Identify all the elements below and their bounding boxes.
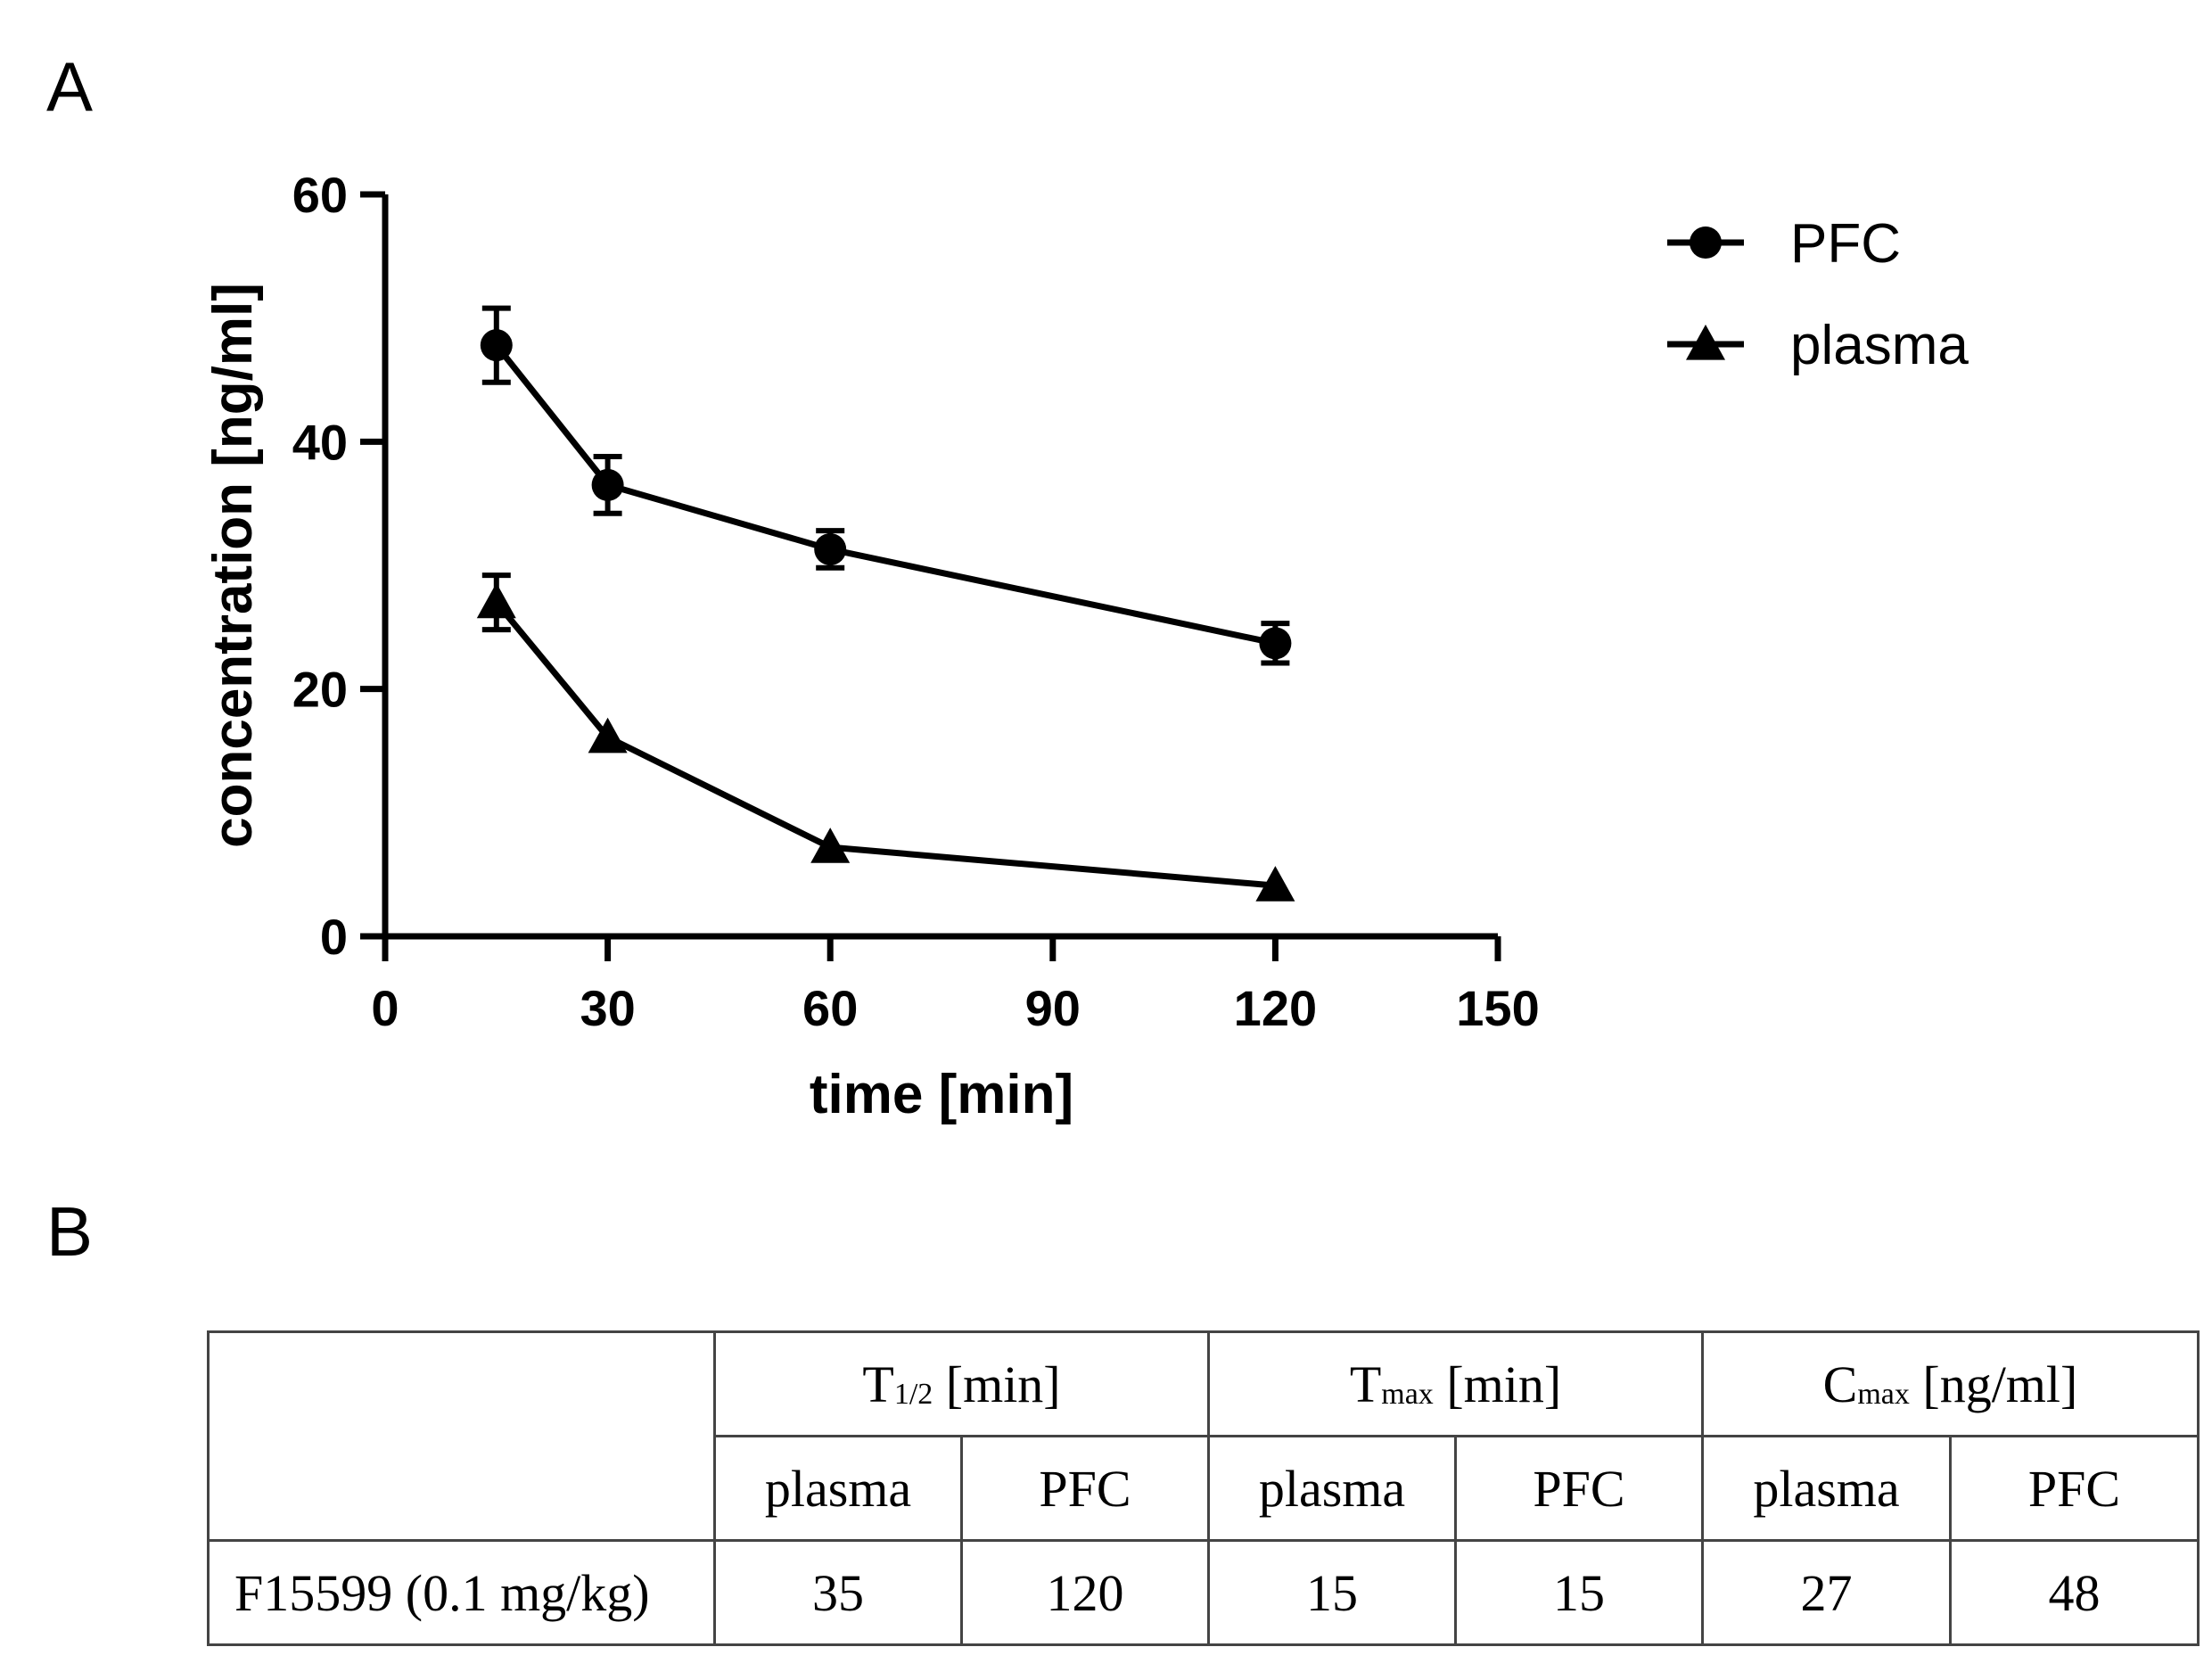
legend-marker-PFC [1690, 226, 1722, 259]
series-plasma [476, 572, 1295, 902]
x-tick-label: 90 [1025, 980, 1081, 1036]
x-tick-label: 120 [1234, 980, 1317, 1036]
y-tick-label: 60 [292, 167, 348, 223]
y-tick-label: 0 [320, 909, 348, 965]
data-point-plasma [810, 828, 851, 863]
data-point-plasma [476, 582, 516, 619]
subheader-cell: PFC [960, 1435, 1210, 1542]
x-tick-label: 30 [580, 980, 635, 1036]
panel-a-label: A [46, 47, 94, 126]
table-row: F15599 (0.1 mg/kg) 35 120 15 15 27 48 [207, 1539, 2200, 1646]
x-tick-label: 0 [371, 980, 399, 1036]
legend-label-PFC: PFC [1790, 213, 1901, 275]
value-cell: 48 [1949, 1539, 2200, 1646]
table-corner-cell [207, 1330, 716, 1542]
data-point-PFC [480, 329, 513, 362]
y-axis-title: concentration [ng/ml] [202, 283, 264, 848]
subheader-cell: plasma [1207, 1435, 1457, 1542]
subheader-cell: plasma [1701, 1435, 1952, 1542]
axes: 0 30 60 90 120 150 0 20 40 60 [292, 167, 1540, 1036]
pk-parameters-table: T1/2 [min] Tmax [min] Cmax [ng/ml] plasm… [207, 1330, 2200, 1646]
data-point-PFC [814, 532, 847, 565]
header-cmax-symbol: C [1822, 1355, 1858, 1413]
x-axis-title: time [min] [810, 1064, 1073, 1125]
legend-label-plasma: plasma [1790, 315, 1969, 376]
header-tmax-sub: max [1381, 1377, 1434, 1411]
series-layer [476, 305, 1295, 902]
value-cell: 27 [1701, 1539, 1952, 1646]
row-label-cell: F15599 (0.1 mg/kg) [207, 1539, 716, 1646]
header-t-half-symbol: T [862, 1355, 894, 1413]
header-tmax: Tmax [min] [1207, 1330, 1704, 1437]
header-tmax-symbol: T [1349, 1355, 1382, 1413]
table-header-row: T1/2 [min] Tmax [min] Cmax [ng/ml] [207, 1330, 2200, 1542]
table-subheader-row: plasma PFC plasma PFC plasma PFC [209, 1435, 2200, 1542]
header-cmax-sub: max [1857, 1377, 1910, 1411]
header-cmax-unit: [ng/ml] [1922, 1355, 2078, 1413]
value-cell: 35 [713, 1539, 963, 1646]
data-point-plasma [1255, 866, 1295, 902]
x-tick-label: 150 [1456, 980, 1539, 1036]
subheader-cell: PFC [1949, 1435, 2200, 1542]
data-point-plasma [588, 717, 628, 754]
panel-b-label: B [46, 1192, 94, 1271]
series-PFC [480, 305, 1292, 666]
legend-marker-plasma [1686, 325, 1725, 360]
subheader-cell: PFC [1454, 1435, 1704, 1542]
data-point-PFC [591, 468, 624, 501]
header-t-half-sub: 1/2 [893, 1377, 933, 1411]
legend: PFC plasma [1667, 213, 1969, 376]
header-cmax: Cmax [ng/ml] [1701, 1330, 2200, 1437]
header-tmax-unit: [min] [1446, 1355, 1562, 1413]
subheader-cell: plasma [713, 1435, 963, 1542]
data-point-PFC [1259, 627, 1292, 660]
header-t-half: T1/2 [min] [713, 1330, 1210, 1437]
series-line-plasma [494, 600, 1276, 889]
header-t-half-unit: [min] [945, 1355, 1061, 1413]
x-tick-label: 60 [802, 980, 858, 1036]
y-tick-label: 20 [292, 662, 348, 718]
value-cell: 120 [960, 1539, 1210, 1646]
value-cell: 15 [1454, 1539, 1704, 1646]
y-tick-label: 40 [292, 414, 348, 470]
pk-line-chart: 0 30 60 90 120 150 0 20 40 60 PFC plasma time [min… [202, 167, 1969, 1125]
series-line-PFC [494, 342, 1277, 646]
value-cell: 15 [1207, 1539, 1457, 1646]
